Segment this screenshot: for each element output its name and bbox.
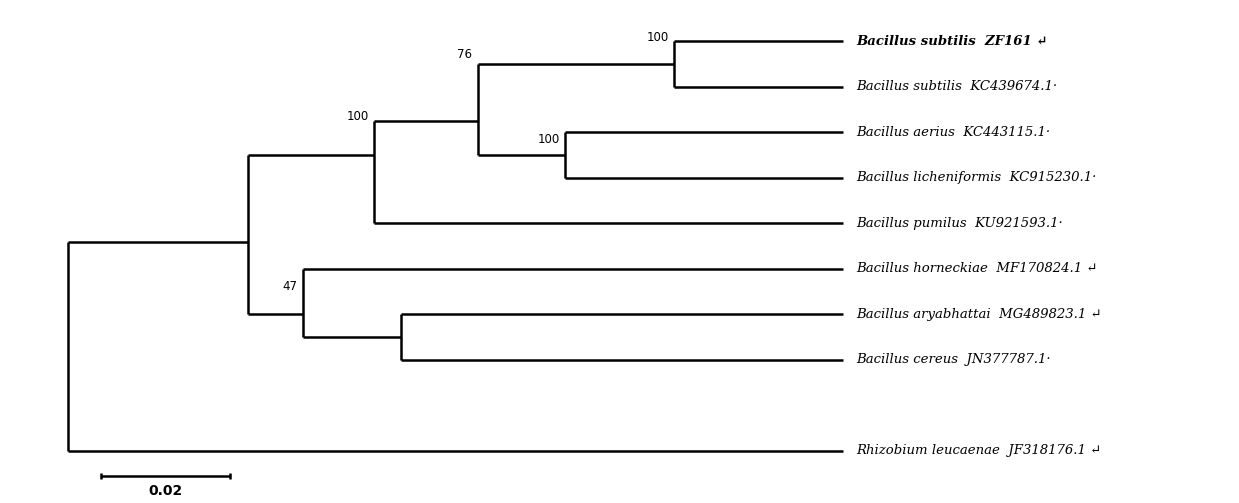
Text: Bacillus cereus  JN377787.1·: Bacillus cereus JN377787.1· — [856, 354, 1051, 366]
Text: 100: 100 — [538, 133, 560, 146]
Text: Bacillus pumilus  KU921593.1·: Bacillus pumilus KU921593.1· — [856, 217, 1063, 230]
Text: Bacillus licheniformis  KC915230.1·: Bacillus licheniformis KC915230.1· — [856, 172, 1097, 185]
Text: 76: 76 — [457, 48, 472, 61]
Text: Bacillus horneckiae  MF170824.1 ↵: Bacillus horneckiae MF170824.1 ↵ — [856, 263, 1098, 276]
Text: 0.02: 0.02 — [149, 484, 182, 498]
Text: Rhizobium leucaenae  JF318176.1 ↵: Rhizobium leucaenae JF318176.1 ↵ — [856, 444, 1101, 457]
Text: 100: 100 — [647, 31, 669, 44]
Text: 47: 47 — [282, 281, 297, 293]
Text: 100: 100 — [346, 110, 368, 123]
Text: Bacillus aerius  KC443115.1·: Bacillus aerius KC443115.1· — [856, 126, 1051, 139]
Text: Bacillus aryabhattai  MG489823.1 ↵: Bacillus aryabhattai MG489823.1 ↵ — [856, 308, 1101, 321]
Text: Bacillus subtilis  KC439674.1·: Bacillus subtilis KC439674.1· — [856, 80, 1058, 94]
Text: Bacillus subtilis  ZF161 ↵: Bacillus subtilis ZF161 ↵ — [856, 35, 1048, 48]
